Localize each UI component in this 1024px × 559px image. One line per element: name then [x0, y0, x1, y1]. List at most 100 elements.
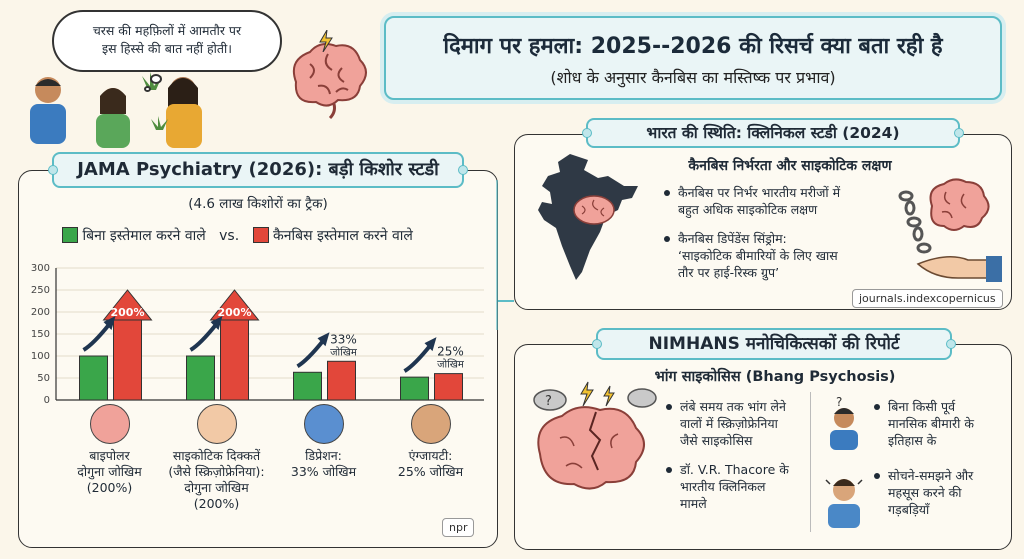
bar-value-label: 33%	[330, 332, 357, 346]
category-icon	[89, 404, 130, 444]
bar	[113, 311, 142, 401]
connector-line	[496, 180, 498, 330]
bar-value-sublabel: जोखिम	[330, 346, 358, 358]
caption-line: दोगुना जोखिम	[77, 464, 142, 479]
bar	[79, 355, 108, 401]
connector-line	[498, 300, 514, 302]
bullet-line: बिना किसी पूर्व	[888, 399, 956, 414]
legend-label-nonuser: बिना इस्तेमाल करने वाले	[82, 228, 206, 244]
trend-arrow	[296, 339, 326, 368]
list-item: लंबे समय तक भांग लेने वालों में स्क्रिज़…	[666, 398, 806, 449]
caption-line: (200%)	[86, 480, 133, 495]
bar-arrow-head	[209, 289, 260, 321]
bar	[327, 360, 356, 401]
page-subtitle: (शोध के अनुसार कैनबिस का मस्तिष्क पर प्र…	[550, 68, 836, 87]
bullet-line: महसूस करने की	[888, 485, 962, 500]
bar	[434, 373, 463, 401]
category-caption: डिप्रेशन: 33% जोखिम	[254, 404, 394, 480]
nimhans-bullets-left: लंबे समय तक भांग लेने वालों में स्क्रिज़…	[666, 398, 806, 520]
bar-arrow-head	[102, 289, 153, 321]
bullet-line: कैनबिस डिपेंडेंस सिंड्रोम:	[678, 231, 787, 246]
caption-line: 25% जोखिम	[397, 464, 464, 479]
confused-person-icon: ?	[820, 394, 868, 450]
y-tick-label: 0	[44, 395, 50, 406]
speech-bubble: चरस की महफ़िलों में आमतौर पर इस हिस्से क…	[52, 10, 282, 72]
bullet-line: वालों में स्क्रिज़ोफ्रेनिया	[680, 416, 778, 431]
bubble-tail-dot	[150, 74, 162, 84]
caption-line: बाइपोलर	[89, 448, 130, 463]
nimhans-subheading: भांग साइकोसिस (Bhang Psychosis)	[654, 369, 896, 385]
page-title: दिमाग पर हमला: 2025--2026 की रिसर्च क्या…	[443, 34, 943, 59]
india-subheading: कैनबिस निर्भरता और साइकोटिक लक्षण	[688, 158, 892, 174]
bullet-line: सोचने-समझने और	[888, 468, 974, 483]
bar	[220, 311, 249, 401]
trend-arrow-head	[210, 316, 223, 330]
brain-icon	[282, 40, 374, 120]
y-tick-label: 150	[31, 329, 50, 340]
bar-value-label: 200%	[111, 306, 145, 319]
cracked-brain-icon: ?	[526, 378, 668, 510]
category-caption: बाइपोलर दोगुना जोखिम (200%)	[40, 404, 180, 496]
bubble-line-2: इस हिस्से की बात नहीं होती।	[102, 41, 232, 56]
caption-line: (200%)	[193, 496, 240, 511]
caption-line: 33% जोखिम	[290, 464, 357, 479]
trend-arrow-head	[317, 332, 330, 347]
trend-arrow	[82, 322, 112, 352]
y-tick-label: 50	[37, 373, 50, 384]
lightning-icon	[318, 29, 334, 53]
legend-swatch-nonuser	[62, 227, 78, 243]
bullet-line: कैनबिस पर निर्भर भारतीय मरीजों में	[678, 185, 841, 200]
source-credit-india: journals.indexcopernicus	[852, 289, 1003, 308]
bar	[186, 355, 215, 401]
bar	[400, 376, 429, 401]
bubble-line-1: चरस की महफ़िलों में आमतौर पर	[92, 23, 242, 38]
y-tick-label: 300	[31, 263, 50, 274]
caption-line: (जैसे स्क्रिज़ोफ्रेनिया):	[168, 464, 265, 479]
trend-arrow	[403, 343, 433, 373]
bullet-line: लंबे समय तक भांग लेने	[680, 399, 786, 414]
y-tick-label: 200	[31, 307, 50, 318]
source-credit: npr	[442, 518, 475, 537]
list-item: कैनबिस डिपेंडेंस सिंड्रोम: ‘साइकोटिक बीम…	[664, 230, 904, 281]
chart-captions: बाइपोलर दोगुना जोखिम (200%) साइकोटिक दिक्कत…	[24, 404, 494, 544]
bar-value-label: 200%	[218, 306, 252, 319]
trend-arrow-head	[424, 337, 437, 352]
caption-line: दोगुना जोखिम	[184, 480, 249, 495]
chained-brain-icon	[888, 176, 1004, 284]
bullet-line: बहुत अधिक साइकोटिक लक्षण	[678, 202, 818, 217]
bullet-line: तौर पर हाई-रिस्क ग्रुप’	[678, 265, 780, 280]
bar-value-label: 25%	[437, 345, 464, 359]
nimhans-bullets-right: बिना किसी पूर्व मानसिक बीमारी के इतिहास …	[874, 398, 1008, 526]
list-item: कैनबिस पर निर्भर भारतीय मरीजों में बहुत …	[664, 184, 904, 218]
bullet-line: भारतीय क्लिनिकल	[680, 479, 766, 494]
caption-line: डिप्रेशन:	[305, 448, 342, 463]
india-bullets: कैनबिस पर निर्भर भारतीय मरीजों में बहुत …	[664, 184, 904, 289]
caption-line: एंग्जायटी:	[408, 448, 453, 463]
y-tick-label: 100	[31, 351, 50, 362]
category-caption: साइकोटिक दिक्कतें (जैसे स्क्रिज़ोफ्रेनिया…	[147, 404, 287, 512]
trend-arrow	[189, 322, 219, 352]
list-item: डॉ. V.R. Thacore के भारतीय क्लिनिकल मामल…	[666, 461, 806, 512]
bullet-line: डॉ. V.R. Thacore के	[680, 462, 789, 477]
jama-panel-title: JAMA Psychiatry (2026): बड़ी किशोर स्टडी	[48, 152, 468, 188]
svg-text:?: ?	[836, 395, 842, 409]
nimhans-title-text: NIMHANS मनोचिकित्सकों की रिपोर्ट	[648, 334, 900, 354]
category-icon	[410, 404, 451, 444]
chart-legend: बिना इस्तेमाल करने वाले vs. कैनबिस इस्ते…	[62, 226, 413, 245]
list-item: बिना किसी पूर्व मानसिक बीमारी के इतिहास …	[874, 398, 1008, 449]
bullet-line: गड़बड़ियाँ	[888, 502, 930, 517]
bullet-line: इतिहास के	[888, 433, 937, 448]
nimhans-panel-title: NIMHANS मनोचिकित्सकों की रिपोर्ट	[592, 328, 956, 360]
legend-label-user: कैनबिस इस्तेमाल करने वाले	[272, 228, 413, 244]
bullet-line: ‘साइकोटिक बीमारियों के लिए खास	[678, 248, 838, 263]
jama-subtitle: (4.6 लाख किशोरों का ट्रैक)	[188, 196, 328, 212]
jama-title-text: JAMA Psychiatry (2026): बड़ी किशोर स्टडी	[77, 159, 439, 180]
bullet-line: जैसे साइकोसिस	[680, 433, 753, 448]
category-icon	[196, 404, 237, 444]
divider	[810, 392, 811, 532]
caption-line: साइकोटिक दिक्कतें	[172, 448, 261, 463]
bar	[293, 371, 322, 401]
india-title-text: भारत की स्थिति: क्लिनिकल स्टडी (2024)	[646, 124, 900, 142]
svg-text:?: ?	[545, 394, 552, 409]
